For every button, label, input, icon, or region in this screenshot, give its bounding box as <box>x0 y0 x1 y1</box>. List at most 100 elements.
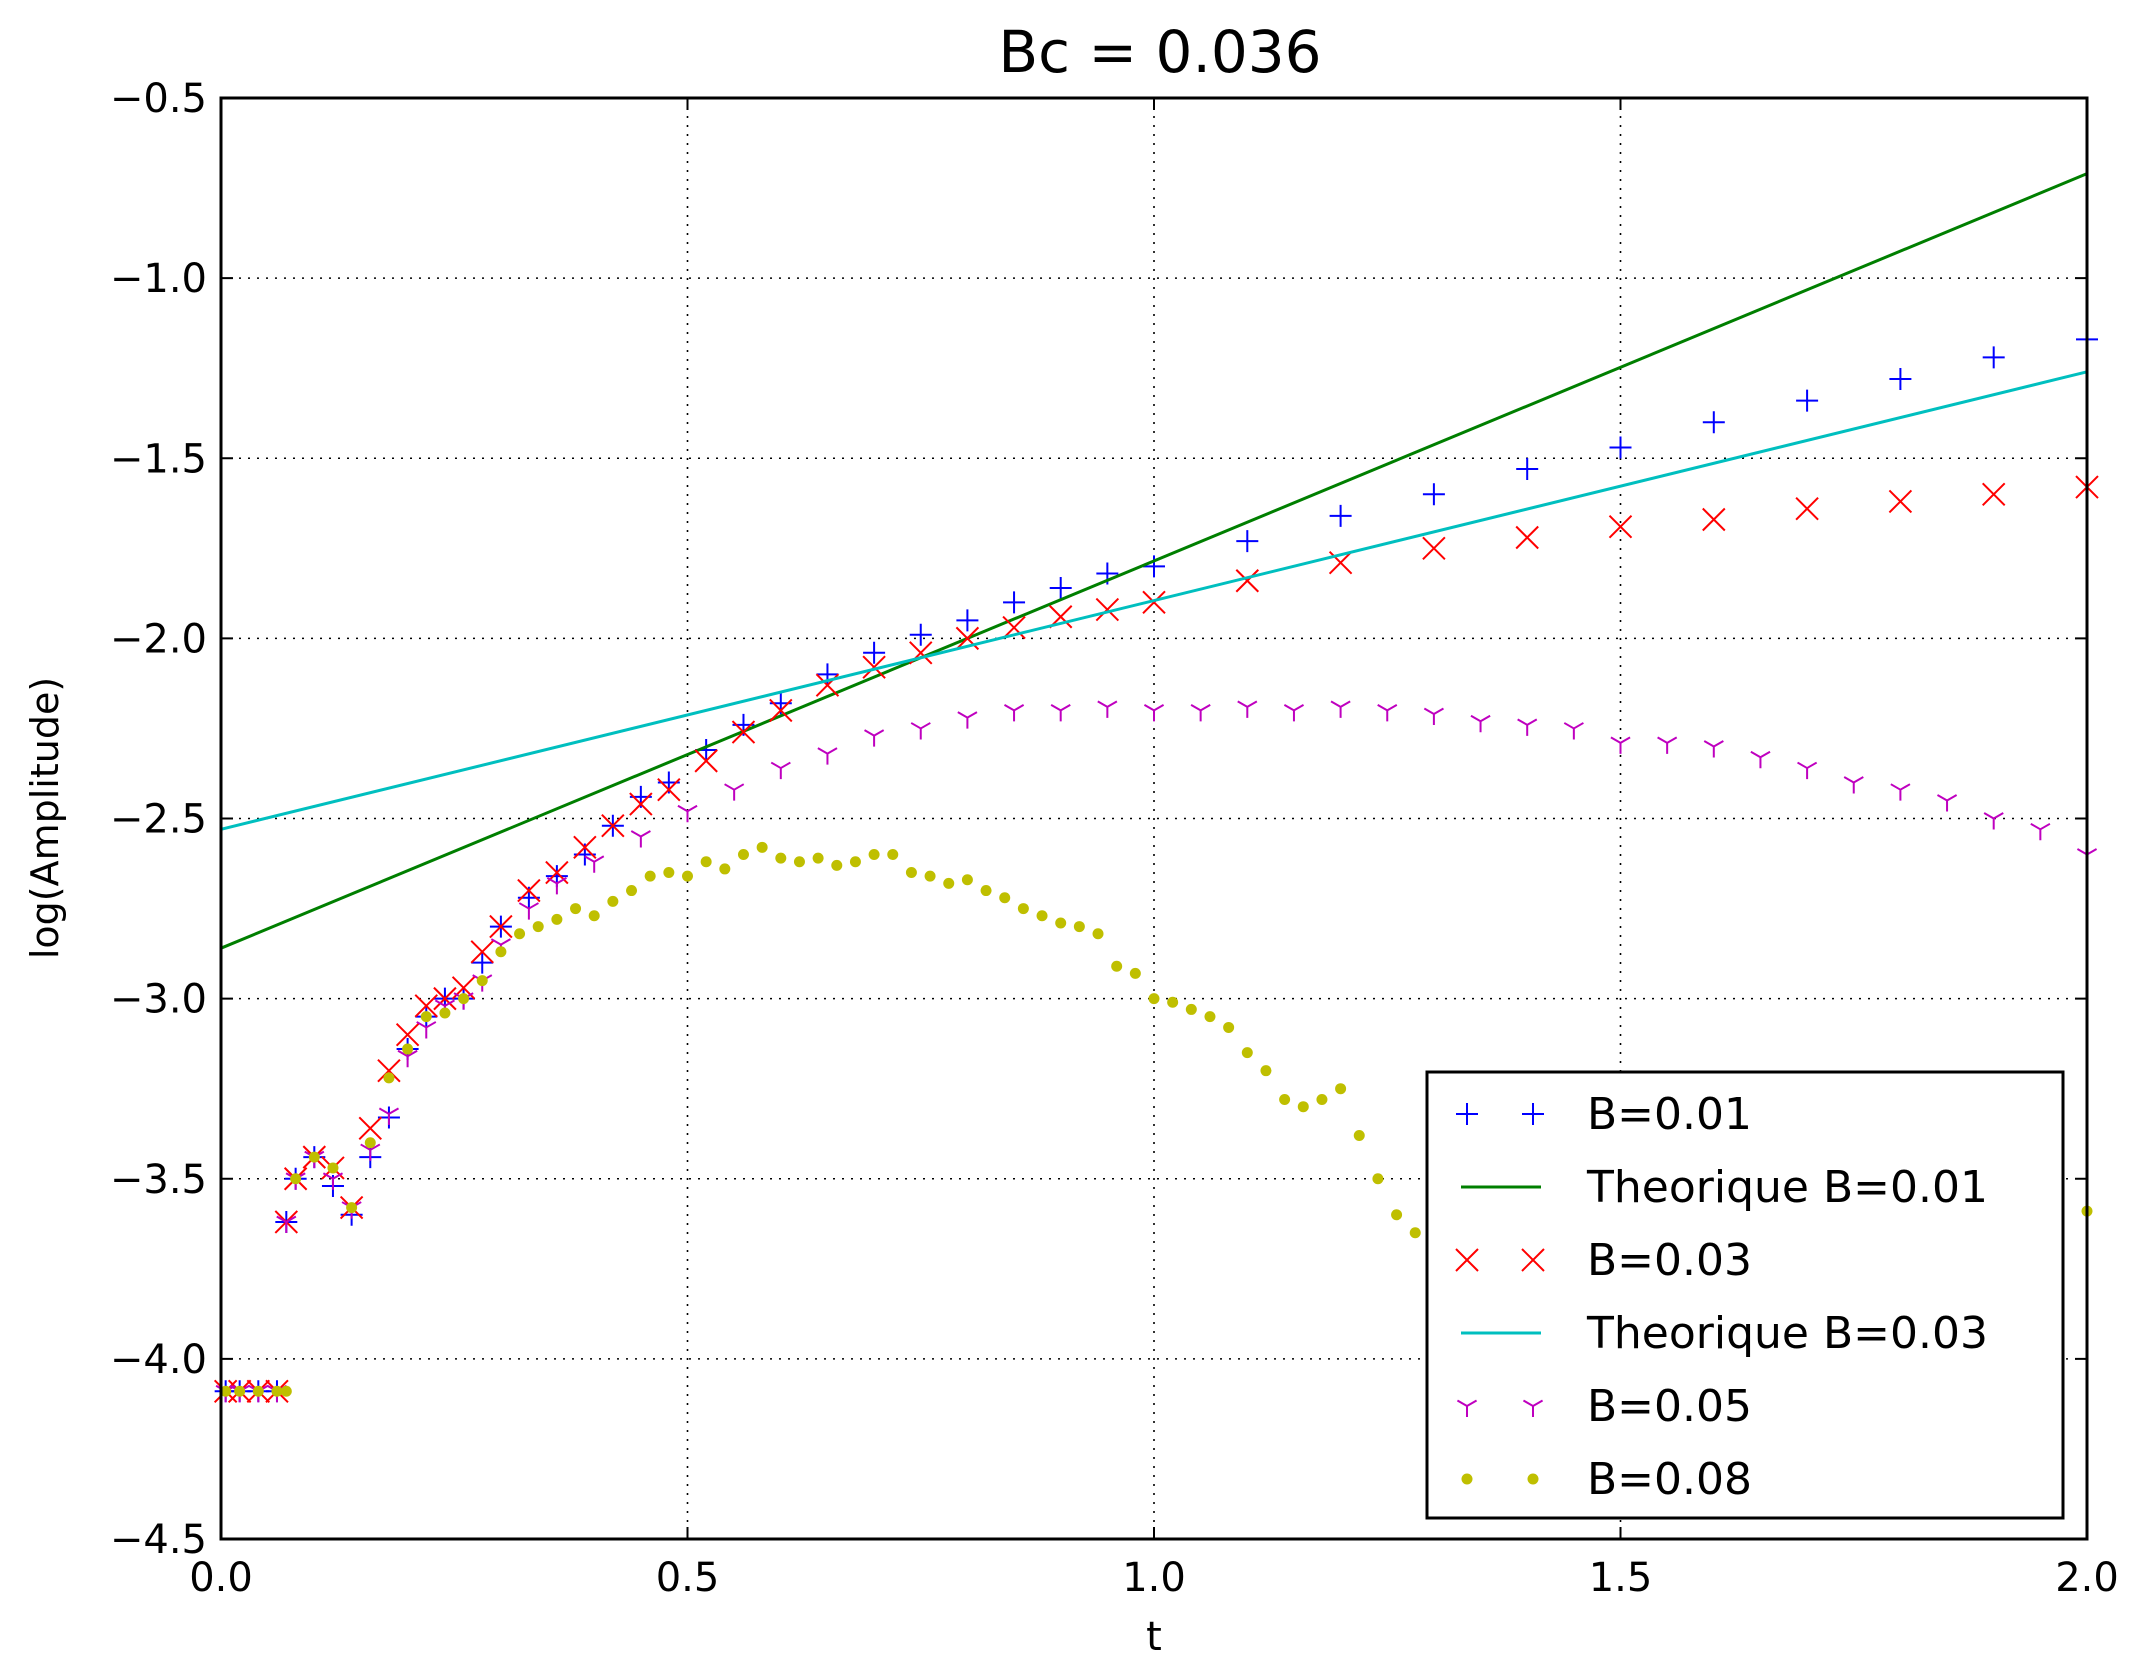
data-point <box>1003 591 1026 614</box>
data-point <box>397 1049 418 1068</box>
data-point <box>1609 436 1632 459</box>
data-point <box>731 720 756 744</box>
data-point <box>1516 458 1539 481</box>
y-axis-label: log(Amplitude) <box>23 677 67 959</box>
data-point <box>588 910 600 922</box>
data-point <box>910 722 931 740</box>
data-point <box>1204 1011 1216 1023</box>
data-point <box>1237 700 1258 718</box>
data-point <box>769 698 793 723</box>
legend-marker <box>1521 1248 1545 1272</box>
data-point <box>1563 722 1584 740</box>
data-point <box>1981 482 2006 506</box>
data-point <box>644 870 656 882</box>
data-point <box>1703 740 1724 758</box>
data-point <box>1422 536 1446 561</box>
data-point <box>863 641 886 664</box>
data-point <box>378 1107 400 1125</box>
x-tick-label: 2.0 <box>2055 1555 2119 1601</box>
data-point <box>1036 910 1048 922</box>
data-point <box>601 813 625 838</box>
data-point <box>1055 917 1067 929</box>
data-point <box>1391 1209 1403 1221</box>
data-point <box>234 1385 246 1397</box>
x-tick-label: 0.5 <box>656 1555 720 1601</box>
data-point <box>980 885 992 897</box>
data-point <box>546 876 567 895</box>
data-point <box>1167 996 1179 1008</box>
data-point <box>682 870 693 882</box>
y-tick-label: −4.0 <box>110 1337 207 1383</box>
data-point <box>756 841 768 853</box>
data-point <box>831 859 843 871</box>
data-point <box>1409 1227 1421 1239</box>
data-point <box>957 711 978 729</box>
data-point <box>719 863 731 875</box>
data-point <box>276 1215 297 1233</box>
data-point <box>1423 707 1444 726</box>
legend-item: B=0.05 <box>1456 1381 1752 1432</box>
data-point <box>694 749 718 773</box>
data-point <box>864 729 885 747</box>
data-point <box>1983 812 2004 830</box>
x-tick-label: 1.5 <box>1589 1555 1653 1601</box>
data-point <box>489 914 513 939</box>
data-point <box>584 855 605 873</box>
data-point <box>360 1143 381 1161</box>
data-point <box>1329 504 1352 527</box>
legend-item: Theorique B=0.03 <box>1461 1308 1988 1359</box>
data-point <box>657 777 681 802</box>
data-point <box>1260 1065 1272 1077</box>
legend-label: Theorique B=0.01 <box>1586 1162 1988 1213</box>
data-point <box>849 856 861 868</box>
data-point <box>1142 590 1166 615</box>
data-point <box>518 902 539 920</box>
chart-title: Bc = 0.036 <box>998 18 1321 86</box>
data-point <box>383 1072 395 1084</box>
data-point <box>1889 367 1912 390</box>
data-point <box>1223 1021 1235 1033</box>
data-point <box>471 951 494 974</box>
data-point <box>1283 704 1305 722</box>
data-point <box>1610 736 1631 754</box>
data-point <box>1003 704 1025 722</box>
data-point <box>1330 700 1351 718</box>
data-point <box>1236 530 1259 553</box>
legend-label: B=0.08 <box>1587 1454 1752 1505</box>
data-point <box>433 986 457 1011</box>
data-point <box>737 849 749 861</box>
y-tick-label: −0.5 <box>110 76 207 122</box>
data-point <box>812 852 824 864</box>
data-point <box>322 1172 344 1190</box>
data-point <box>700 856 712 868</box>
data-point <box>1316 1093 1328 1105</box>
legend-marker <box>1461 1473 1473 1485</box>
data-point <box>420 1011 432 1023</box>
y-tick-label: −1.5 <box>110 436 207 482</box>
data-point <box>862 655 886 679</box>
legend-label: B=0.03 <box>1587 1235 1752 1286</box>
y-tick-label: −3.0 <box>110 977 207 1023</box>
data-point <box>770 761 791 780</box>
data-point <box>1517 718 1538 736</box>
data-point <box>1235 569 1260 593</box>
data-point <box>607 895 619 907</box>
data-point <box>495 946 507 958</box>
data-point <box>358 1116 382 1141</box>
data-point <box>1017 903 1029 915</box>
data-point <box>395 1022 420 1047</box>
y-tick-label: −2.5 <box>110 797 207 843</box>
data-point <box>905 867 917 879</box>
data-point <box>1148 993 1160 1005</box>
data-point <box>817 747 838 765</box>
legend-marker <box>1455 1248 1479 1272</box>
legend-marker <box>1527 1473 1539 1485</box>
data-point <box>775 852 787 864</box>
data-point <box>943 877 955 889</box>
y-tick-label: −3.5 <box>110 1157 207 1203</box>
data-point <box>1049 576 1072 599</box>
x-tick-label: 0.0 <box>189 1555 253 1601</box>
data-point <box>2030 822 2051 841</box>
data-point <box>724 783 745 801</box>
